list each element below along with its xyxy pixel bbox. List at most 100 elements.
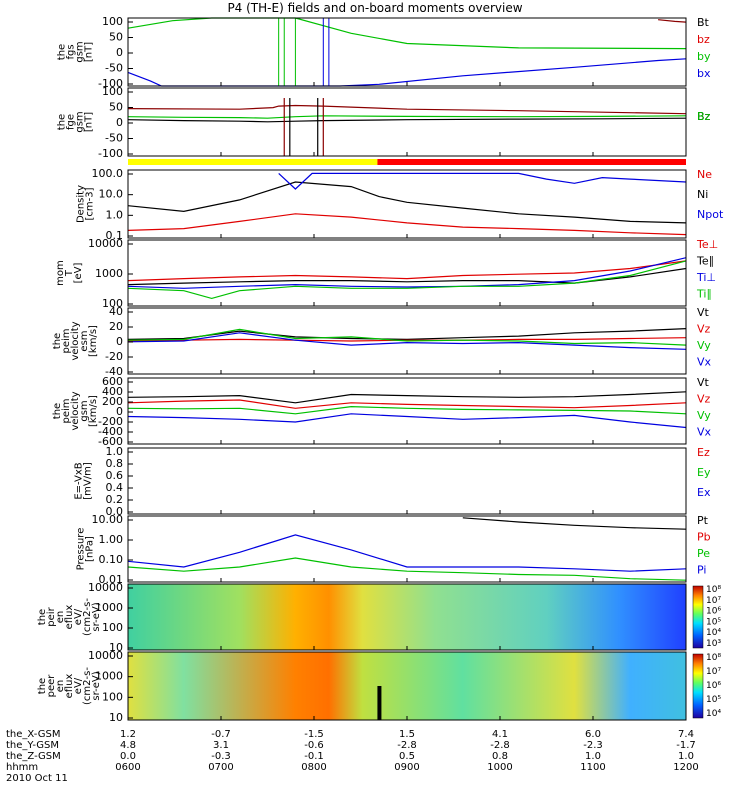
series-line-pt (462, 517, 687, 530)
colorbar-tick-label: 10⁶ (706, 607, 721, 617)
legend-label: Bz (697, 110, 711, 123)
legend-label: Ne (697, 168, 712, 181)
legend-label: Vy (697, 339, 711, 352)
series-line-vy (127, 328, 687, 346)
series-line-by (127, 17, 687, 50)
colorbar (692, 653, 704, 719)
y-axis-label: eV/ (73, 608, 84, 625)
panel-frame (127, 17, 687, 87)
status-bar-segment (377, 159, 686, 165)
series-line-pi (127, 534, 687, 572)
y-axis-label: [nPa] (85, 536, 96, 562)
y-tick-label: 100 (102, 15, 123, 28)
y-tick-label: 100 (102, 621, 123, 634)
y-axis-label: [cm-3] (85, 187, 96, 220)
status-bar-segment (128, 159, 378, 165)
legend-label: Pt (697, 514, 709, 527)
y-tick-label: -100 (98, 77, 123, 90)
panel-frame (127, 87, 687, 157)
colorbar (692, 585, 704, 649)
y-axis-label: gsm (75, 41, 86, 62)
ephemeris-value: -0.3 (211, 751, 231, 762)
series-line-te⊥ (127, 260, 687, 282)
colorbar-tick-label: 10⁷ (706, 596, 721, 606)
y-axis-label: fgs (66, 44, 77, 59)
y-tick-label: 50 (109, 101, 123, 114)
panel-peim_velocity_esm: Vt Vz Vy Vx 40 20 0 -20 -40 thepeimvelocityesm[km… (52, 305, 712, 378)
legend-label: Bt (697, 16, 710, 29)
ephemeris-value: 0800 (301, 762, 326, 773)
y-axis-label: fge (66, 114, 77, 130)
y-axis-label: [km/s] (88, 395, 99, 427)
legend-label: Te⊥ (696, 238, 718, 251)
colorbar-tick-label: 10⁸ (706, 585, 721, 595)
y-tick-label: 0 (116, 405, 123, 418)
y-tick-label: 0.10 (99, 553, 124, 566)
legend-label: Vy (697, 409, 711, 422)
legend-label: Te∥ (696, 255, 714, 268)
ephemeris-value: 1100 (580, 762, 605, 773)
y-tick-label: 10.0 (99, 188, 124, 201)
legend-label: Pi (697, 564, 706, 577)
legend-label: Pe (697, 547, 710, 560)
y-tick-label: 400 (102, 385, 123, 398)
legend-label: Bz (697, 110, 711, 123)
y-tick-label: 1000 (95, 670, 123, 683)
ephemeris-value: 6.0 (585, 729, 601, 740)
ephemeris-value: 1.0 (585, 751, 601, 762)
y-axis-label: en (55, 680, 66, 693)
series-line-vz (127, 337, 687, 342)
y-tick-label: 600 (102, 375, 123, 388)
y-tick-label: 1000 (95, 601, 123, 614)
y-axis-label: sr-eV) (91, 602, 102, 631)
ephemeris-value: 0.5 (399, 751, 415, 762)
ephemeris-value: -2.8 (397, 740, 417, 751)
colorbar-tick-label: 10⁸ (706, 653, 721, 663)
legend-label: Vz (697, 323, 711, 336)
y-axis-label: peir (46, 606, 57, 626)
y-tick-label: 200 (102, 395, 123, 408)
y-tick-label: 1000 (95, 267, 123, 280)
legend-label: Ni (697, 188, 708, 201)
y-axis-label: the (37, 678, 48, 694)
y-axis-label: peer (46, 674, 57, 698)
y-tick-label: 0.01 (99, 573, 124, 586)
panel-pressure: Pt Pb Pe Pi 10.00 1.00 0.10 0.01 Pressure[nPa] (76, 513, 711, 586)
y-axis-label: eflux (64, 674, 75, 699)
legend-label: Vt (697, 376, 710, 389)
y-tick-label: -200 (98, 415, 123, 428)
y-tick-label: 0 (116, 116, 123, 129)
y-axis-label: mom (55, 260, 66, 286)
colorbar-tick-label: 10⁶ (706, 681, 721, 691)
y-tick-label: -20 (105, 350, 123, 363)
ephemeris-value: -0.6 (304, 740, 324, 751)
legend-label: Ti∥ (696, 288, 712, 301)
series-line-ti∥ (127, 260, 687, 300)
status-bar (128, 159, 686, 165)
colorbar-tick-label: 10⁵ (706, 617, 721, 627)
y-tick-label: 0 (116, 46, 123, 59)
y-tick-label: -50 (105, 132, 123, 145)
data-gap-marker (377, 686, 382, 720)
ephemeris-value: 0900 (394, 762, 419, 773)
y-tick-label: 0.8 (106, 457, 124, 470)
panel-frame (127, 447, 687, 515)
y-axis-label: E=-VxB (74, 462, 85, 499)
ephemeris-value: -1.5 (304, 729, 324, 740)
y-axis-label: [eV] (73, 263, 84, 284)
ephemeris-value: 1200 (673, 762, 698, 773)
ephemeris-value: -2.8 (490, 740, 510, 751)
y-axis-label: the (52, 403, 63, 419)
legend-label: Pb (697, 531, 711, 544)
ephemeris-row-label: the_Z-GSM (6, 751, 61, 762)
y-axis-label: eflux (64, 605, 75, 630)
y-tick-label: 1.0 (106, 208, 124, 221)
y-tick-label: 10000 (88, 649, 123, 662)
series-line-vx (127, 413, 687, 429)
legend-label: Vt (697, 306, 710, 319)
series-line-bz (658, 19, 687, 23)
y-axis-label: velocity (70, 321, 81, 360)
y-tick-label: 10.00 (92, 513, 124, 526)
